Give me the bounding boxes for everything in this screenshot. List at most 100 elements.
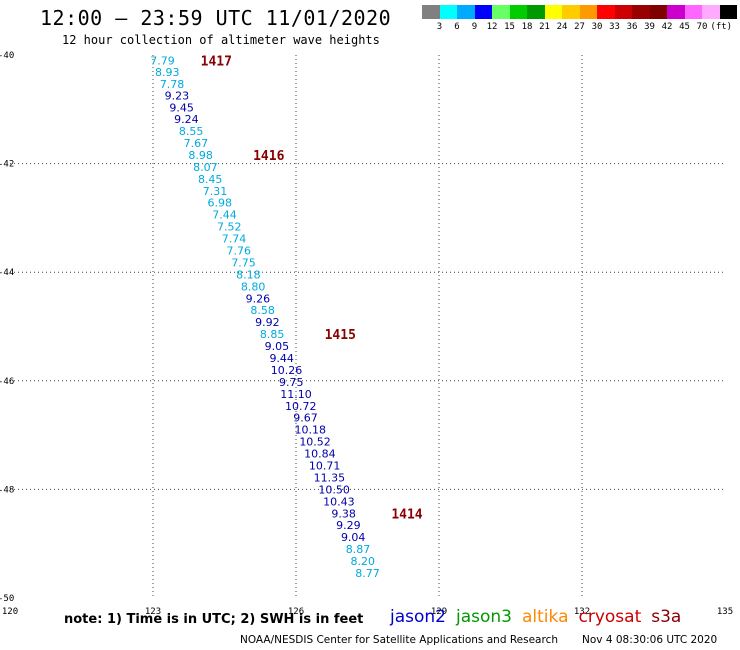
time-label: 1416 <box>253 149 284 164</box>
wave-height-value: 7.75 <box>231 256 256 269</box>
wave-height-value: 8.07 <box>193 161 218 174</box>
data-points: 7.798.937.789.239.459.248.557.678.988.07… <box>150 54 379 580</box>
wave-height-value: 8.87 <box>346 543 371 556</box>
wave-height-value: 7.31 <box>203 185 228 198</box>
wave-height-value: 10.18 <box>295 424 327 437</box>
satellite-s3a: s3a <box>651 607 682 627</box>
wave-height-value: 7.44 <box>212 209 237 222</box>
color-swatch <box>702 5 720 19</box>
wave-height-value: 8.20 <box>350 555 375 568</box>
color-swatch <box>527 5 545 19</box>
wave-height-value: 9.04 <box>341 531 366 544</box>
color-scale-unit: (ft) <box>710 22 733 32</box>
timestamp: Nov 4 08:30:06 UTC 2020 <box>582 634 718 646</box>
time-label: 1417 <box>201 54 232 69</box>
wave-height-value: 10.52 <box>299 436 331 449</box>
time-label: 1415 <box>325 328 356 343</box>
color-swatch <box>597 5 615 19</box>
wave-height-value: 8.77 <box>355 567 380 580</box>
color-swatch <box>667 5 685 19</box>
satellite-jason2: jason2 <box>390 607 446 627</box>
color-scale-label: 18 <box>521 22 533 32</box>
wave-height-value: 8.55 <box>179 125 204 138</box>
credit-line: NOAA/NESDIS Center for Satellite Applica… <box>240 634 717 646</box>
color-scale-label: 45 <box>679 22 690 32</box>
axis-tick-labels: 120 123 126 129 132 135 -40 -42 -44 -46 -48 -50 <box>0 51 733 617</box>
color-scale-label: 36 <box>626 22 638 32</box>
satellite-jason3: jason3 <box>456 607 512 627</box>
wave-height-value: 8.93 <box>155 66 180 79</box>
x-tick-label: 123 <box>145 607 161 617</box>
wave-height-value: 7.52 <box>217 221 242 234</box>
wave-height-value: 9.05 <box>265 340 290 353</box>
wave-height-value: 8.98 <box>188 149 213 162</box>
wave-height-value: 9.45 <box>169 102 194 115</box>
satellite-legend: jason2 jason3 altika cryosat s3a <box>390 607 691 627</box>
color-swatch <box>562 5 580 19</box>
wave-height-value: 10.50 <box>318 483 350 496</box>
wave-height-value: 7.79 <box>150 54 175 67</box>
wave-height-value: 7.78 <box>160 78 185 91</box>
x-tick-label: 126 <box>288 607 304 617</box>
footnote: note: 1) Time is in UTC; 2) SWH is in fe… <box>64 612 364 627</box>
color-scale-bar <box>422 5 737 19</box>
x-tick-label: 120 <box>2 607 18 617</box>
color-swatch <box>457 5 475 19</box>
wave-height-value: 8.45 <box>198 173 223 186</box>
wave-height-value: 8.18 <box>236 268 261 281</box>
wave-height-value: 10.84 <box>304 448 336 461</box>
color-swatch <box>474 5 492 19</box>
x-tick-label: 129 <box>431 607 447 617</box>
color-scale-label: 30 <box>591 22 603 32</box>
color-swatch <box>719 5 737 19</box>
color-scale-label: 21 <box>539 22 550 32</box>
wave-height-value: 10.43 <box>323 495 355 508</box>
y-tick-label: -40 <box>0 51 14 61</box>
wave-height-value: 9.44 <box>269 352 294 365</box>
page-subtitle: 12 hour collection of altimeter wave hei… <box>62 33 380 47</box>
y-tick-label: -46 <box>0 377 14 387</box>
wave-height-value: 10.26 <box>271 364 303 377</box>
color-swatch <box>492 5 510 19</box>
wave-height-value: 9.23 <box>165 90 190 103</box>
wave-height-value: 10.71 <box>309 460 341 473</box>
time-labels: 1417 1416 1415 1414 <box>201 54 423 522</box>
credit-text: NOAA/NESDIS Center for Satellite Applica… <box>240 634 558 646</box>
color-swatch <box>544 5 562 19</box>
wave-height-value: 9.29 <box>336 519 361 532</box>
satellite-cryosat: cryosat <box>578 607 642 627</box>
color-scale-label: 15 <box>504 22 515 32</box>
y-tick-label: -50 <box>0 594 14 604</box>
wave-height-value: 11.35 <box>314 471 346 484</box>
y-tick-label: -48 <box>0 485 14 495</box>
wave-height-value: 9.75 <box>279 376 304 389</box>
wave-height-value: 9.26 <box>246 292 271 305</box>
color-scale-label: 12 <box>486 22 498 32</box>
color-scale-label: 39 <box>644 22 655 32</box>
color-scale-label: 27 <box>574 22 585 32</box>
page-title: 12:00 – 23:59 UTC 11/01/2020 <box>40 6 392 30</box>
color-swatch <box>439 5 457 19</box>
wave-height-value: 8.80 <box>241 280 266 293</box>
x-tick-label: 135 <box>717 607 733 617</box>
wave-height-value: 8.85 <box>260 328 285 341</box>
wave-height-value: 9.67 <box>293 412 318 425</box>
wave-height-value: 9.38 <box>331 507 356 520</box>
color-swatch <box>649 5 667 19</box>
wave-height-value: 7.67 <box>184 137 209 150</box>
color-swatch <box>684 5 702 19</box>
wave-height-value: 7.76 <box>227 244 252 257</box>
wave-height-value: 6.98 <box>207 197 232 210</box>
color-swatch <box>422 5 440 19</box>
color-scale-label: 70 <box>696 22 708 32</box>
wave-height-value: 7.74 <box>222 233 247 246</box>
color-scale-label: 9 <box>471 22 478 32</box>
color-scale-label: 24 <box>556 22 568 32</box>
color-swatch <box>509 5 527 19</box>
color-scale-label: 42 <box>661 22 673 32</box>
wave-height-value: 10.72 <box>285 400 317 413</box>
x-tick-label: 132 <box>574 607 590 617</box>
grid-lines <box>10 55 725 598</box>
y-tick-label: -44 <box>0 268 14 278</box>
